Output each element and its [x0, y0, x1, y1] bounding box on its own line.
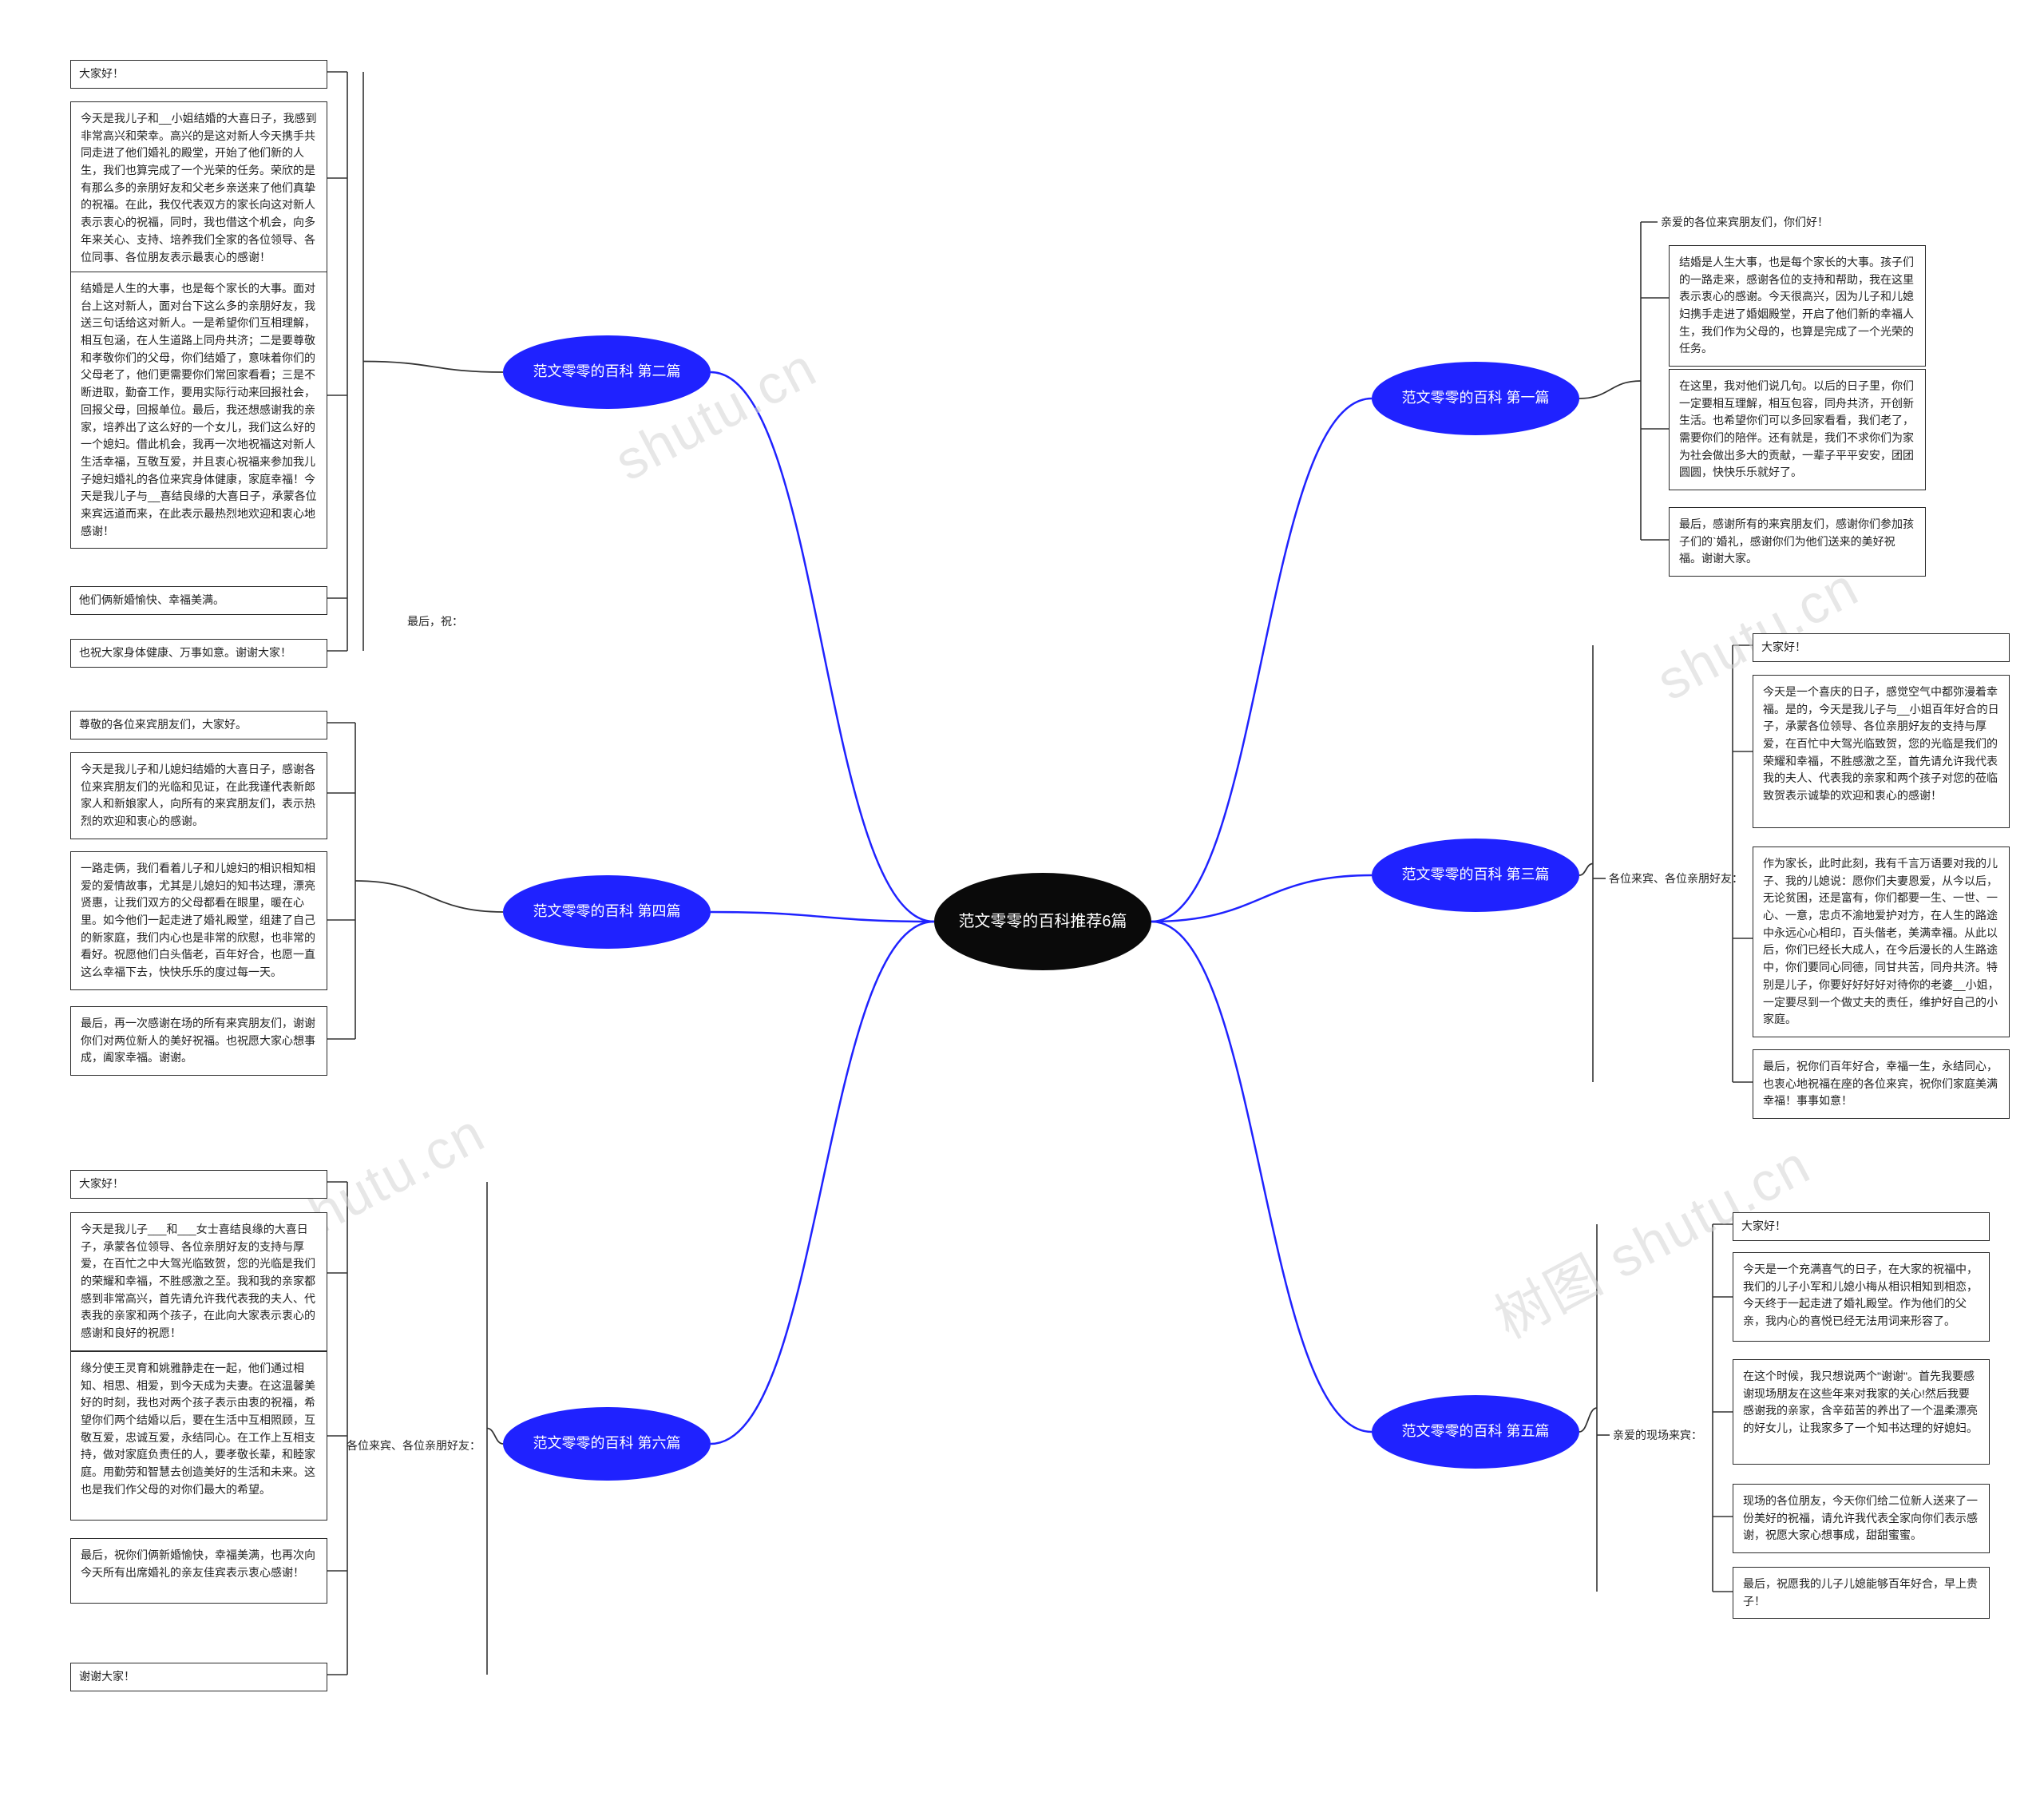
leaf-text: 今天是我儿子和__小姐结婚的大喜日子，我感到非常高兴和荣幸。高兴的是这对新人今天… — [81, 112, 317, 264]
branch-label: 范文零零的百科 第三篇 — [1402, 866, 1550, 884]
leaf-note: 现场的各位朋友，今天你们给二位新人送来了一份美好的祝福，请允许我代表全家向你们表… — [1733, 1484, 1990, 1553]
branch-node: 范文零零的百科 第一篇 — [1372, 362, 1579, 435]
sub-label: 最后，祝： — [407, 613, 463, 629]
leaf-text: 今天是一个喜庆的日子，感觉空气中都弥漫着幸福。是的，今天是我儿子与__小姐百年好… — [1763, 685, 1999, 802]
leaf-text: 谢谢大家！ — [79, 1670, 135, 1683]
leaf-text: 在这里，我对他们说几句。以后的日子里，你们一定要相互理解，相互包容，同舟共济，开… — [1679, 379, 1914, 478]
branch-node: 范文零零的百科 第六篇 — [503, 1407, 711, 1481]
sub-label-text: 各位来宾、各位亲朋好友： — [1609, 872, 1743, 885]
leaf-note: 谢谢大家！ — [70, 1663, 327, 1691]
leaf-text: 也祝大家身体健康、万事如意。谢谢大家！ — [79, 646, 291, 659]
leaf-text: 大家好！ — [1741, 1219, 1786, 1232]
leaf-text: 他们俩新婚愉快、幸福美满。 — [79, 593, 224, 606]
leaf-note: 在这里，我对他们说几句。以后的日子里，你们一定要相互理解，相互包容，同舟共济，开… — [1669, 369, 1926, 490]
branch-label: 范文零零的百科 第六篇 — [533, 1434, 681, 1453]
leaf-text: 最后，感谢所有的来宾朋友们，感谢你们参加孩子们的`婚礼，感谢你们为他们送来的美好… — [1679, 517, 1914, 565]
branch-node: 范文零零的百科 第二篇 — [503, 335, 711, 409]
leaf-note: 最后，再一次感谢在场的所有来宾朋友们，谢谢你们对两位新人的美好祝福。也祝愿大家心… — [70, 1006, 327, 1076]
branch-node: 范文零零的百科 第五篇 — [1372, 1395, 1579, 1469]
leaf-note: 也祝大家身体健康、万事如意。谢谢大家！ — [70, 639, 327, 668]
leaf-text: 今天是我儿子___和___女士喜结良缘的大喜日子，承蒙各位领导、各位亲朋好友的支… — [81, 1223, 315, 1339]
leaf-note: 今天是我儿子___和___女士喜结良缘的大喜日子，承蒙各位领导、各位亲朋好友的支… — [70, 1212, 327, 1351]
leaf-note: 今天是一个喜庆的日子，感觉空气中都弥漫着幸福。是的，今天是我儿子与__小姐百年好… — [1753, 675, 2010, 828]
leaf-text: 今天是我儿子和儿媳妇结婚的大喜日子，感谢各位来宾朋友们的光临和见证，在此我谨代表… — [81, 763, 315, 827]
sub-label-text: 最后，祝： — [407, 615, 463, 628]
sub-label: 亲爱的各位来宾朋友们，你们好！ — [1661, 214, 1828, 230]
center-label: 范文零零的百科推荐6篇 — [958, 911, 1127, 932]
leaf-note: 大家好！ — [1753, 633, 2010, 662]
sub-label-text: 亲爱的各位来宾朋友们，你们好！ — [1661, 216, 1828, 228]
leaf-note: 今天是一个充满喜气的日子，在大家的祝福中，我们的儿子小军和儿媳小梅从相识相知到相… — [1733, 1252, 1990, 1342]
leaf-text: 大家好！ — [79, 67, 124, 80]
leaf-note: 他们俩新婚愉快、幸福美满。 — [70, 586, 327, 615]
branch-label: 范文零零的百科 第四篇 — [533, 902, 681, 921]
branch-node: 范文零零的百科 第四篇 — [503, 875, 711, 949]
sub-label: 亲爱的现场来宾： — [1613, 1427, 1702, 1443]
leaf-text: 大家好！ — [1761, 640, 1806, 653]
leaf-text: 今天是一个充满喜气的日子，在大家的祝福中，我们的儿子小军和儿媳小梅从相识相知到相… — [1743, 1263, 1978, 1327]
sub-label-text: 各位来宾、各位亲朋好友： — [347, 1439, 481, 1452]
leaf-note: 最后，祝你们俩新婚愉快，幸福美满，也再次向今天所有出席婚礼的亲友佳宾表示衷心感谢… — [70, 1538, 327, 1604]
sub-label: 各位来宾、各位亲朋好友： — [1609, 870, 1743, 886]
leaf-text: 结婚是人生的大事，也是每个家长的大事。面对台上这对新人，面对台下这么多的亲朋好友… — [81, 282, 317, 537]
leaf-note: 今天是我儿子和__小姐结婚的大喜日子，我感到非常高兴和荣幸。高兴的是这对新人今天… — [70, 101, 327, 275]
leaf-text: 尊敬的各位来宾朋友们，大家好。 — [79, 718, 247, 731]
sub-label-text: 亲爱的现场来宾： — [1613, 1429, 1702, 1441]
mindmap-canvas: 树图 shutu.cnshutu.cn树图 shutu.cnshutu.cn 范… — [0, 0, 2044, 1812]
leaf-text: 现场的各位朋友，今天你们给二位新人送来了一份美好的祝福，请允许我代表全家向你们表… — [1743, 1494, 1978, 1541]
leaf-text: 结婚是人生大事，也是每个家长的大事。孩子们的一路走来，感谢各位的支持和帮助，我在… — [1679, 256, 1914, 355]
branch-label: 范文零零的百科 第一篇 — [1402, 389, 1550, 407]
branch-label: 范文零零的百科 第五篇 — [1402, 1422, 1550, 1441]
leaf-note: 尊敬的各位来宾朋友们，大家好。 — [70, 711, 327, 739]
leaf-note: 结婚是人生的大事，也是每个家长的大事。面对台上这对新人，面对台下这么多的亲朋好友… — [70, 272, 327, 549]
leaf-text: 作为家长，此时此刻，我有千言万语要对我的儿子、我的儿媳说：愿你们夫妻恩爱，从今以… — [1763, 857, 1999, 1025]
center-node: 范文零零的百科推荐6篇 — [934, 873, 1151, 970]
leaf-note: 作为家长，此时此刻，我有千言万语要对我的儿子、我的儿媳说：愿你们夫妻恩爱，从今以… — [1753, 847, 2010, 1037]
leaf-text: 最后，祝愿我的儿子儿媳能够百年好合，早上贵子！ — [1743, 1577, 1978, 1608]
leaf-note: 缘分使王灵育和姚雅静走在一起，他们通过相知、相思、相爱，到今天成为夫妻。在这温馨… — [70, 1351, 327, 1521]
leaf-text: 一路走俩，我们看着儿子和儿媳妇的相识相知相爱的爱情故事，尤其是儿媳妇的知书达理，… — [81, 862, 315, 978]
leaf-note: 最后，感谢所有的来宾朋友们，感谢你们参加孩子们的`婚礼，感谢你们为他们送来的美好… — [1669, 507, 1926, 577]
leaf-note: 大家好！ — [70, 1170, 327, 1199]
leaf-text: 最后，祝你们俩新婚愉快，幸福美满，也再次向今天所有出席婚礼的亲友佳宾表示衷心感谢… — [81, 1548, 315, 1579]
leaf-note: 最后，祝你们百年好合，幸福一生，永结同心，也衷心地祝福在座的各位来宾，祝你们家庭… — [1753, 1049, 2010, 1119]
sub-label: 各位来宾、各位亲朋好友： — [347, 1437, 481, 1453]
leaf-note: 结婚是人生大事，也是每个家长的大事。孩子们的一路走来，感谢各位的支持和帮助，我在… — [1669, 245, 1926, 367]
branch-label: 范文零零的百科 第二篇 — [533, 363, 681, 381]
leaf-note: 今天是我儿子和儿媳妇结婚的大喜日子，感谢各位来宾朋友们的光临和见证，在此我谨代表… — [70, 752, 327, 839]
leaf-note: 在这个时候，我只想说两个"谢谢"。首先我要感谢现场朋友在这些年来对我家的关心!然… — [1733, 1359, 1990, 1465]
leaf-text: 缘分使王灵育和姚雅静走在一起，他们通过相知、相思、相爱，到今天成为夫妻。在这温馨… — [81, 1362, 315, 1496]
leaf-text: 最后，再一次感谢在场的所有来宾朋友们，谢谢你们对两位新人的美好祝福。也祝愿大家心… — [81, 1017, 315, 1064]
leaf-note: 最后，祝愿我的儿子儿媳能够百年好合，早上贵子！ — [1733, 1567, 1990, 1619]
leaf-text: 最后，祝你们百年好合，幸福一生，永结同心，也衷心地祝福在座的各位来宾，祝你们家庭… — [1763, 1060, 1998, 1107]
leaf-note: 大家好！ — [70, 60, 327, 89]
leaf-note: 一路走俩，我们看着儿子和儿媳妇的相识相知相爱的爱情故事，尤其是儿媳妇的知书达理，… — [70, 851, 327, 990]
leaf-text: 在这个时候，我只想说两个"谢谢"。首先我要感谢现场朋友在这些年来对我家的关心!然… — [1743, 1370, 1978, 1434]
leaf-note: 大家好！ — [1733, 1212, 1990, 1241]
branch-node: 范文零零的百科 第三篇 — [1372, 839, 1579, 912]
leaf-text: 大家好！ — [79, 1177, 124, 1190]
